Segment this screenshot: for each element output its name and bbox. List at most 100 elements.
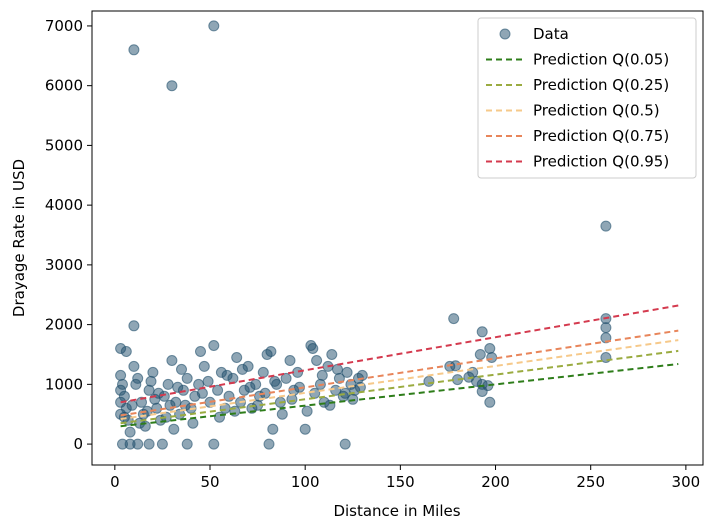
data-point-61 bbox=[198, 360, 210, 372]
legend-label-1: Prediction Q(0.05) bbox=[533, 51, 669, 69]
y-tick-label-3000: 3000 bbox=[45, 256, 83, 274]
data-point-34 bbox=[208, 438, 220, 450]
y-tick-label-4000: 4000 bbox=[45, 196, 83, 214]
data-point-5 bbox=[600, 322, 612, 334]
legend: Data Prediction Q(0.05) Prediction Q(0.25)… bbox=[477, 17, 697, 179]
legend-label-5: Prediction Q(0.95) bbox=[533, 153, 669, 171]
data-point-1 bbox=[128, 44, 140, 56]
y-axis-ticks: 0 1000 2000 3000 4000 5000 6000 7000 bbox=[45, 17, 92, 453]
legend-label-0: Data bbox=[533, 25, 569, 43]
data-point-18 bbox=[476, 386, 488, 397]
data-point-110 bbox=[187, 417, 199, 429]
data-point-10 bbox=[476, 326, 488, 338]
y-tick-label-6000: 6000 bbox=[45, 77, 83, 95]
data-point-32 bbox=[156, 438, 168, 450]
data-point-117 bbox=[244, 381, 256, 393]
data-point-9 bbox=[448, 313, 460, 325]
data-point-120 bbox=[269, 375, 281, 387]
data-point-13 bbox=[486, 352, 498, 363]
data-point-2 bbox=[166, 80, 178, 92]
data-point-3 bbox=[600, 220, 612, 232]
legend-label-4: Prediction Q(0.75) bbox=[533, 127, 669, 145]
data-point-11 bbox=[484, 343, 496, 354]
y-tick-label-2000: 2000 bbox=[45, 316, 83, 334]
data-point-125 bbox=[309, 387, 321, 399]
legend-label-3: Prediction Q(0.5) bbox=[533, 102, 660, 120]
data-point-48 bbox=[151, 402, 163, 414]
data-point-86 bbox=[299, 423, 311, 435]
data-point-12 bbox=[474, 349, 486, 360]
data-point-82 bbox=[280, 372, 292, 384]
data-point-56 bbox=[181, 372, 193, 384]
data-point-124 bbox=[301, 405, 313, 417]
data-point-0 bbox=[208, 20, 220, 32]
x-tick-label-250: 250 bbox=[576, 473, 605, 491]
y-tick-label-5000: 5000 bbox=[45, 136, 83, 154]
x-axis-ticks: 0 50 100 150 200 250 300 bbox=[110, 465, 700, 491]
prediction-line-1 bbox=[120, 349, 679, 425]
data-point-31 bbox=[143, 438, 155, 450]
data-point-79 bbox=[267, 423, 279, 435]
x-tick-label-50: 50 bbox=[200, 473, 219, 491]
prediction-line-4 bbox=[120, 304, 679, 404]
data-point-141 bbox=[176, 363, 187, 375]
x-axis-label: Distance in Miles bbox=[333, 502, 460, 520]
x-tick-label-150: 150 bbox=[386, 473, 415, 491]
data-point-114 bbox=[221, 369, 233, 381]
data-point-35 bbox=[263, 438, 275, 450]
data-point-26 bbox=[120, 346, 132, 357]
data-point-41 bbox=[124, 426, 136, 438]
data-point-103 bbox=[126, 399, 138, 411]
data-point-121 bbox=[276, 408, 288, 420]
data-point-36 bbox=[339, 438, 351, 450]
data-point-113 bbox=[214, 411, 225, 423]
data-point-22 bbox=[423, 375, 435, 387]
data-point-134 bbox=[115, 384, 127, 396]
data-point-17 bbox=[484, 396, 496, 408]
data-point-63 bbox=[208, 340, 220, 351]
y-tick-label-1000: 1000 bbox=[45, 375, 83, 393]
data-point-116 bbox=[236, 363, 248, 375]
y-tick-label-0: 0 bbox=[73, 435, 83, 453]
prediction-line-3 bbox=[120, 329, 679, 417]
y-tick-label-7000: 7000 bbox=[45, 17, 83, 35]
data-point-108 bbox=[172, 381, 184, 393]
data-point-140 bbox=[168, 423, 180, 435]
data-point-126 bbox=[316, 369, 328, 381]
x-tick-label-300: 300 bbox=[672, 473, 701, 491]
y-axis-label: Drayage Rate in USD bbox=[10, 159, 28, 317]
data-point-122 bbox=[286, 393, 298, 405]
legend-marker-data bbox=[499, 28, 511, 40]
data-point-135 bbox=[115, 369, 127, 381]
data-point-101 bbox=[356, 369, 368, 381]
x-tick-label-0: 0 bbox=[110, 473, 120, 491]
prediction-line-2 bbox=[120, 339, 679, 420]
data-point-69 bbox=[231, 352, 243, 363]
data-point-137 bbox=[145, 375, 157, 387]
prediction-line-0 bbox=[120, 363, 679, 428]
data-point-46 bbox=[143, 384, 155, 396]
data-point-85 bbox=[292, 366, 304, 378]
data-point-30 bbox=[132, 438, 144, 450]
data-point-93 bbox=[326, 349, 338, 360]
data-point-89 bbox=[311, 355, 323, 366]
data-point-33 bbox=[181, 438, 193, 450]
data-point-76 bbox=[257, 366, 269, 378]
legend-box bbox=[477, 17, 697, 179]
data-point-112 bbox=[202, 375, 214, 387]
data-point-128 bbox=[332, 363, 343, 375]
data-point-78 bbox=[265, 346, 277, 357]
legend-label-2: Prediction Q(0.25) bbox=[533, 76, 669, 94]
data-point-97 bbox=[341, 366, 353, 378]
data-point-27 bbox=[128, 360, 140, 372]
data-point-67 bbox=[223, 390, 235, 402]
data-point-52 bbox=[166, 355, 178, 366]
prediction-lines bbox=[120, 304, 679, 428]
data-point-136 bbox=[130, 378, 142, 390]
data-point-64 bbox=[212, 384, 224, 396]
data-point-8 bbox=[128, 320, 140, 332]
data-point-51 bbox=[162, 378, 174, 390]
x-tick-label-200: 200 bbox=[481, 473, 510, 491]
data-point-47 bbox=[147, 366, 159, 378]
